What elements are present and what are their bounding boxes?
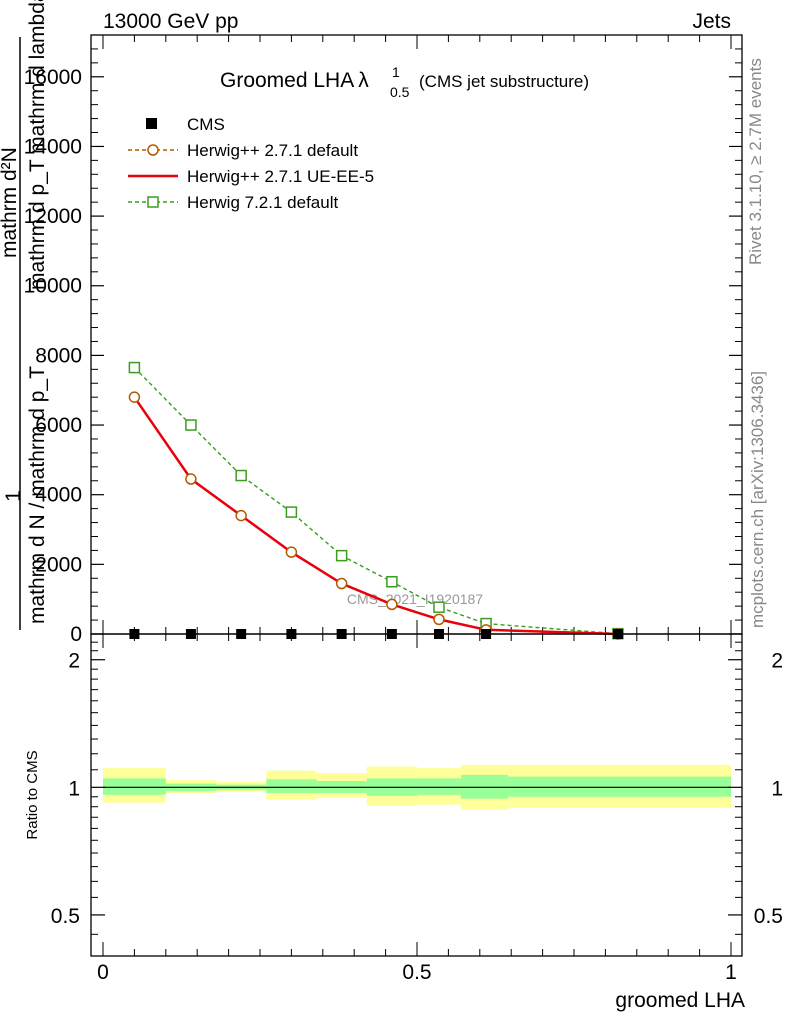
herwig7-point — [386, 576, 398, 588]
main-series-group — [128, 361, 624, 640]
herwig-default-point — [433, 613, 445, 626]
legend: CMS Herwig++ 2.7.1 default Herwig++ 2.7.… — [128, 115, 374, 212]
herwig-default-point — [235, 509, 247, 522]
ratio-band-inner — [103, 778, 166, 795]
ylabel-bottom: mathrm d N / mathrm d p_T — [26, 366, 49, 624]
ylabel-overlap-left: mathrm d²N — [0, 147, 21, 258]
herwig7-point — [335, 549, 348, 562]
header-process: 13000 GeV pp — [103, 10, 238, 33]
ratio-x-ticks: 0 0.5 1 — [97, 634, 737, 984]
rivet-version-label: Rivet 3.1.10, ≥ 2.7M events — [746, 58, 765, 265]
legend-label-herwig7: Herwig 7.2.1 default — [187, 193, 338, 212]
ratio-band-inner — [266, 779, 317, 793]
herwig-default-point — [285, 546, 298, 558]
ratio-ytick-label-right: 1 — [771, 777, 783, 800]
main-ytick-label: 4000 — [35, 484, 82, 507]
series-line-herwig-ueee5 — [133, 396, 619, 636]
legend-label-herwig-ueee5: Herwig++ 2.7.1 UE-EE-5 — [187, 167, 374, 186]
ratio-ytick-label: 0.5 — [51, 905, 80, 928]
x-tick-label: 1 — [725, 961, 737, 984]
main-ytick-label: 6000 — [35, 414, 82, 437]
ratio-ytick-label-right: 2 — [771, 650, 783, 673]
herwig7-point — [433, 601, 445, 613]
main-ytick-label: 0 — [70, 623, 82, 646]
legend-marker-cms — [146, 118, 157, 129]
main-ytick-label: 16000 — [24, 66, 82, 89]
herwig-default-point — [128, 391, 141, 403]
plot-title-main: Groomed LHA — [220, 69, 354, 92]
herwig-default-point — [335, 577, 348, 590]
herwig7-point — [235, 469, 247, 482]
herwig-default-point — [185, 473, 197, 485]
ratio-y-axis-label: Ratio to CMS — [24, 750, 41, 839]
legend-marker-herwig7 — [147, 196, 159, 208]
herwig7-point — [285, 506, 298, 518]
x-tick-label: 0.5 — [402, 961, 431, 984]
herwig7-point — [128, 361, 141, 374]
main-ytick-label: 10000 — [24, 275, 82, 298]
legend-label-herwig-default: Herwig++ 2.7.1 default — [187, 141, 358, 160]
plot-title-sup: 1 — [392, 64, 400, 80]
ratio-y-ticks: 0.5 0.5 1 1 2 2 — [51, 641, 783, 935]
main-ytick-label: 8000 — [35, 344, 82, 367]
legend-marker-herwig-default — [147, 144, 159, 156]
mcplots-label: mcplots.cern.ch [arXiv:1306.3436] — [748, 371, 767, 628]
main-y-ticks: 0 2000 4000 6000 8000 10000 12000 14000 16000 — [24, 34, 742, 646]
main-ytick-label: 14000 — [24, 135, 82, 158]
herwig7-point — [185, 419, 197, 431]
main-x-ticks — [102, 35, 732, 634]
legend-label-cms: CMS — [187, 115, 225, 134]
main-ytick-label: 2000 — [35, 553, 82, 576]
ylabel-overlap-right: mathrm d p_T mathrm d lambda — [26, 0, 49, 290]
x-axis-label: groomed LHA — [615, 989, 745, 1012]
ratio-band-inner — [417, 778, 461, 795]
header-category: Jets — [692, 10, 731, 33]
main-ytick-label: 12000 — [24, 205, 82, 228]
plot-title-sub: 0.5 — [390, 84, 410, 100]
ratio-ytick-label: 1 — [68, 777, 80, 800]
ratio-bands — [103, 764, 731, 810]
plot-title: Groomed LHA λ 1 0.5 (CMS jet substructure… — [220, 64, 589, 100]
x-tick-label: 0 — [97, 961, 109, 984]
ylabel-top-one: 1 — [2, 490, 25, 502]
ratio-ytick-label: 2 — [68, 650, 80, 673]
main-y-axis-label: 1 mathrm d²N mathrm d p_T mathrm d lambd… — [0, 0, 49, 630]
plot-title-lambda: λ — [358, 69, 369, 92]
analysis-watermark: CMS_2021_I1920187 — [347, 591, 483, 607]
plot-title-suffix: (CMS jet substructure) — [419, 72, 589, 91]
ratio-band-inner — [508, 776, 731, 797]
herwig-default-point — [386, 598, 398, 611]
ratio-ytick-label-right: 0.5 — [754, 905, 783, 928]
